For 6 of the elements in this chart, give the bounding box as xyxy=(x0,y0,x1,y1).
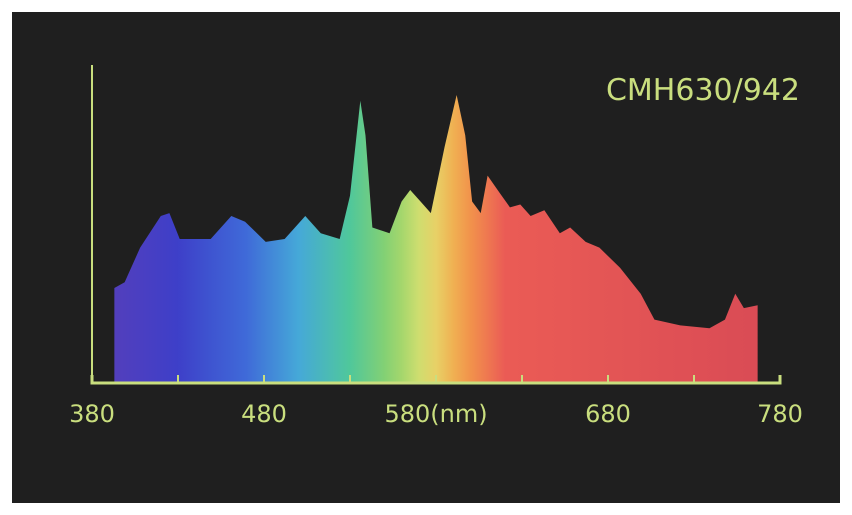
x-tick-label: 680 xyxy=(585,400,631,428)
x-tick-label: 380 xyxy=(69,400,115,428)
x-tick-label: 480 xyxy=(241,400,287,428)
x-tick-label: 780 xyxy=(757,400,803,428)
chart-title: CMH630/942 xyxy=(606,73,800,108)
x-tick-label: 580(nm) xyxy=(384,400,488,428)
